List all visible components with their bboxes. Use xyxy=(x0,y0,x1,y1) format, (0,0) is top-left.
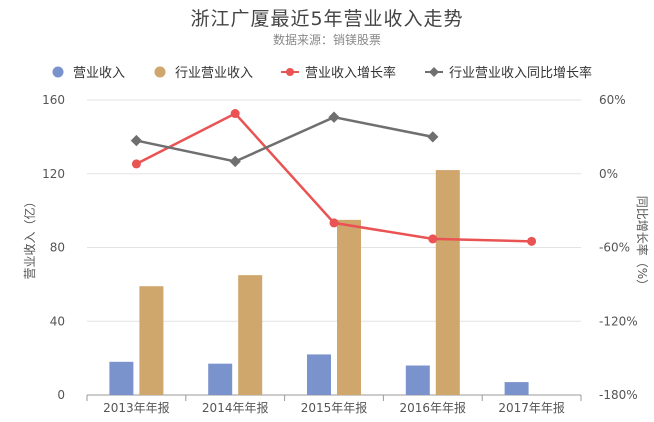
point-revenue-growth xyxy=(131,159,141,169)
y2-tick-label: -60% xyxy=(599,241,630,255)
legend-swatch-marker xyxy=(286,68,294,76)
y-tick-label: 120 xyxy=(42,167,65,181)
point-revenue-growth xyxy=(527,236,537,246)
y2-tick-label: 60% xyxy=(599,93,626,107)
point-industry-growth xyxy=(328,111,340,123)
bar-industry-revenue xyxy=(435,170,460,395)
y-tick-label: 40 xyxy=(50,314,65,328)
x-tick-label: 2017年年报 xyxy=(498,400,565,415)
y-tick-label: 160 xyxy=(42,93,65,107)
chart-subtitle: 数据来源：销镁股票 xyxy=(272,33,381,47)
point-revenue-growth xyxy=(329,218,339,228)
x-tick-label: 2013年年报 xyxy=(103,400,170,415)
y2-tick-label: 0% xyxy=(599,167,618,181)
y2-tick-label: -120% xyxy=(599,314,638,328)
bar-industry-revenue xyxy=(337,219,361,395)
point-industry-growth xyxy=(229,155,241,168)
bar-revenue xyxy=(405,365,430,395)
x-tick-label: 2015年年报 xyxy=(301,400,368,415)
y-tick-label: 80 xyxy=(50,241,65,255)
bar-revenue xyxy=(109,361,134,395)
legend-swatch-marker xyxy=(429,67,439,77)
y2-tick-label: -180% xyxy=(599,388,638,402)
bar-revenue xyxy=(504,382,529,395)
legend-label: 行业营业收入 xyxy=(175,66,253,81)
bar-industry-revenue xyxy=(238,275,263,395)
point-industry-growth xyxy=(427,131,439,143)
y2-axis-label: 同比增长率（%） xyxy=(635,196,650,291)
series-line-industry-growth xyxy=(136,115,434,163)
x-tick-label: 2016年年报 xyxy=(400,400,467,415)
legend-label: 行业营业收入同比增长率 xyxy=(449,65,592,81)
x-tick-label: 2014年年报 xyxy=(202,400,269,415)
legend-label: 营业收入增长率 xyxy=(305,65,396,81)
bar-revenue xyxy=(208,363,233,395)
legend-swatch xyxy=(154,66,166,78)
chart-title: 浙江广厦最近5年营业收入走势 xyxy=(190,8,464,30)
legend-label: 营业收入 xyxy=(73,66,125,81)
point-industry-growth xyxy=(130,134,143,147)
point-revenue-growth xyxy=(230,109,240,119)
y-tick-label: 0 xyxy=(57,388,65,402)
point-revenue-growth xyxy=(428,234,438,244)
bar-revenue xyxy=(307,354,331,395)
bar-industry-revenue xyxy=(139,286,164,395)
legend-swatch xyxy=(52,66,64,78)
y-axis-label: 营业收入（亿） xyxy=(22,195,37,279)
